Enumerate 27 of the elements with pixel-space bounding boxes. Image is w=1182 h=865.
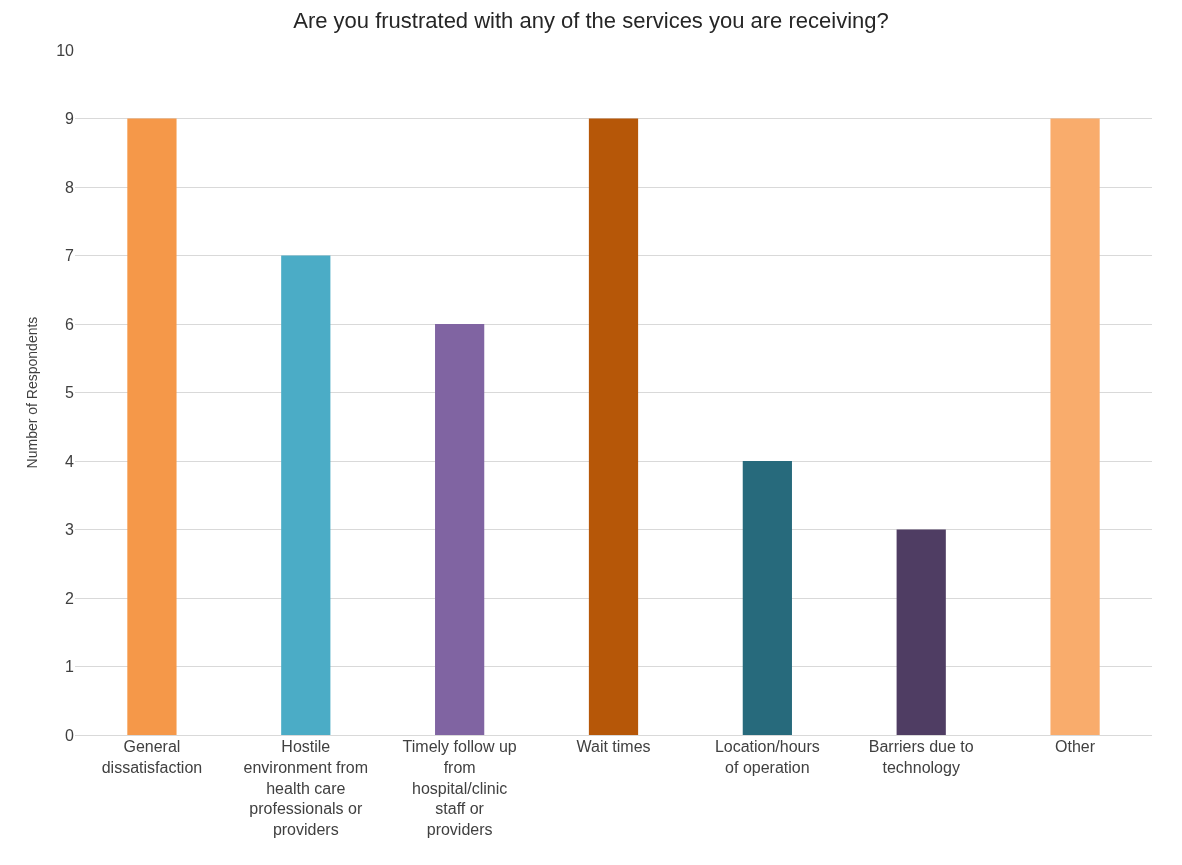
y-tick-label: 0 — [65, 726, 75, 744]
x-tick-label: Other — [1055, 738, 1096, 755]
x-tick-label: Timely follow up from hospital/clinic staff or providers — [402, 738, 517, 839]
bar — [281, 255, 331, 735]
y-tick-label: 3 — [65, 521, 75, 539]
chart-title: Are you frustrated with any of the services you are receiving? — [293, 8, 889, 34]
x-tick-label: Barriers due to technology — [868, 738, 974, 776]
y-tick-label: 7 — [65, 247, 75, 265]
x-tick-label: General dissatisfaction — [101, 738, 203, 776]
bar — [588, 118, 639, 735]
bar — [435, 324, 485, 735]
y-tick-label: 10 — [56, 41, 75, 59]
y-axis-title: Number of Respondents — [23, 316, 40, 469]
y-tick-label: 6 — [65, 315, 75, 333]
y-tick-label: 8 — [65, 178, 75, 196]
bar — [1050, 118, 1100, 735]
y-tick-label: 5 — [65, 384, 75, 402]
bar — [742, 461, 792, 735]
x-tick-label: Hostile environment from health care professionals or providers — [243, 738, 369, 839]
bar — [127, 118, 177, 735]
y-tick-label: 4 — [65, 452, 75, 470]
x-tick-label: Location/hours of operation — [714, 738, 820, 776]
y-tick-label: 9 — [65, 110, 75, 128]
y-tick-label: 2 — [65, 589, 75, 607]
y-tick-label: 1 — [65, 658, 75, 676]
x-tick-label: Wait times — [576, 738, 651, 755]
bar — [896, 529, 946, 735]
